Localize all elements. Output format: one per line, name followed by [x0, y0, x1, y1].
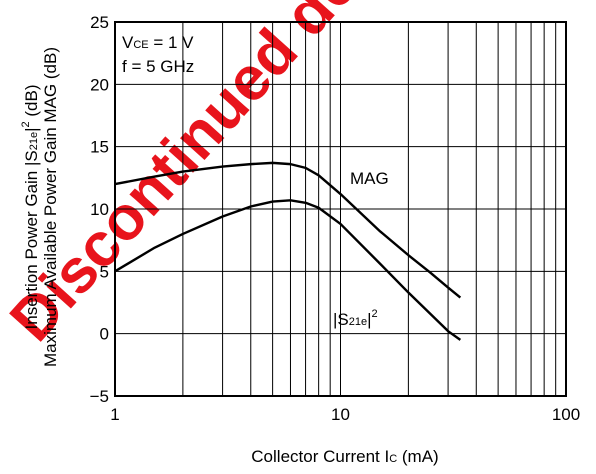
grid: [114, 21, 567, 397]
series-line-mag: [114, 161, 462, 299]
series-label-s21: |S21e|2: [333, 308, 378, 329]
y-axis-label-1: Insertion Power Gain |S21e|2 (dB): [20, 85, 41, 330]
y-tick-label: 10: [90, 200, 109, 219]
series-line-s21: [114, 199, 462, 341]
y-tick-label: 20: [90, 75, 109, 94]
plot-frame: [114, 21, 567, 397]
x-tick-label: 10: [331, 405, 350, 424]
y-tick-label: 25: [90, 13, 109, 32]
y-tick-label: 5: [100, 262, 109, 281]
x-tick-label: 1: [110, 405, 119, 424]
frequency-condition: f = 5 GHz: [122, 57, 194, 76]
curves: [114, 161, 462, 341]
tick-labels: 25 20 15 10 5 0 −51 10 100: [90, 13, 581, 424]
x-axis-label: Collector Current IC (mA): [251, 447, 438, 466]
vce-condition: VCE = 1 V: [122, 33, 194, 52]
y-tick-label: 15: [90, 138, 109, 157]
x-tick-label: 100: [552, 405, 580, 424]
series-label-mag: MAG: [350, 169, 389, 188]
y-tick-label: −5: [90, 387, 109, 406]
plot-border: [114, 21, 567, 397]
y-axis-label-2: Maximum Available Power Gain MAG (dB): [41, 47, 60, 367]
y-tick-label: 0: [100, 325, 109, 344]
